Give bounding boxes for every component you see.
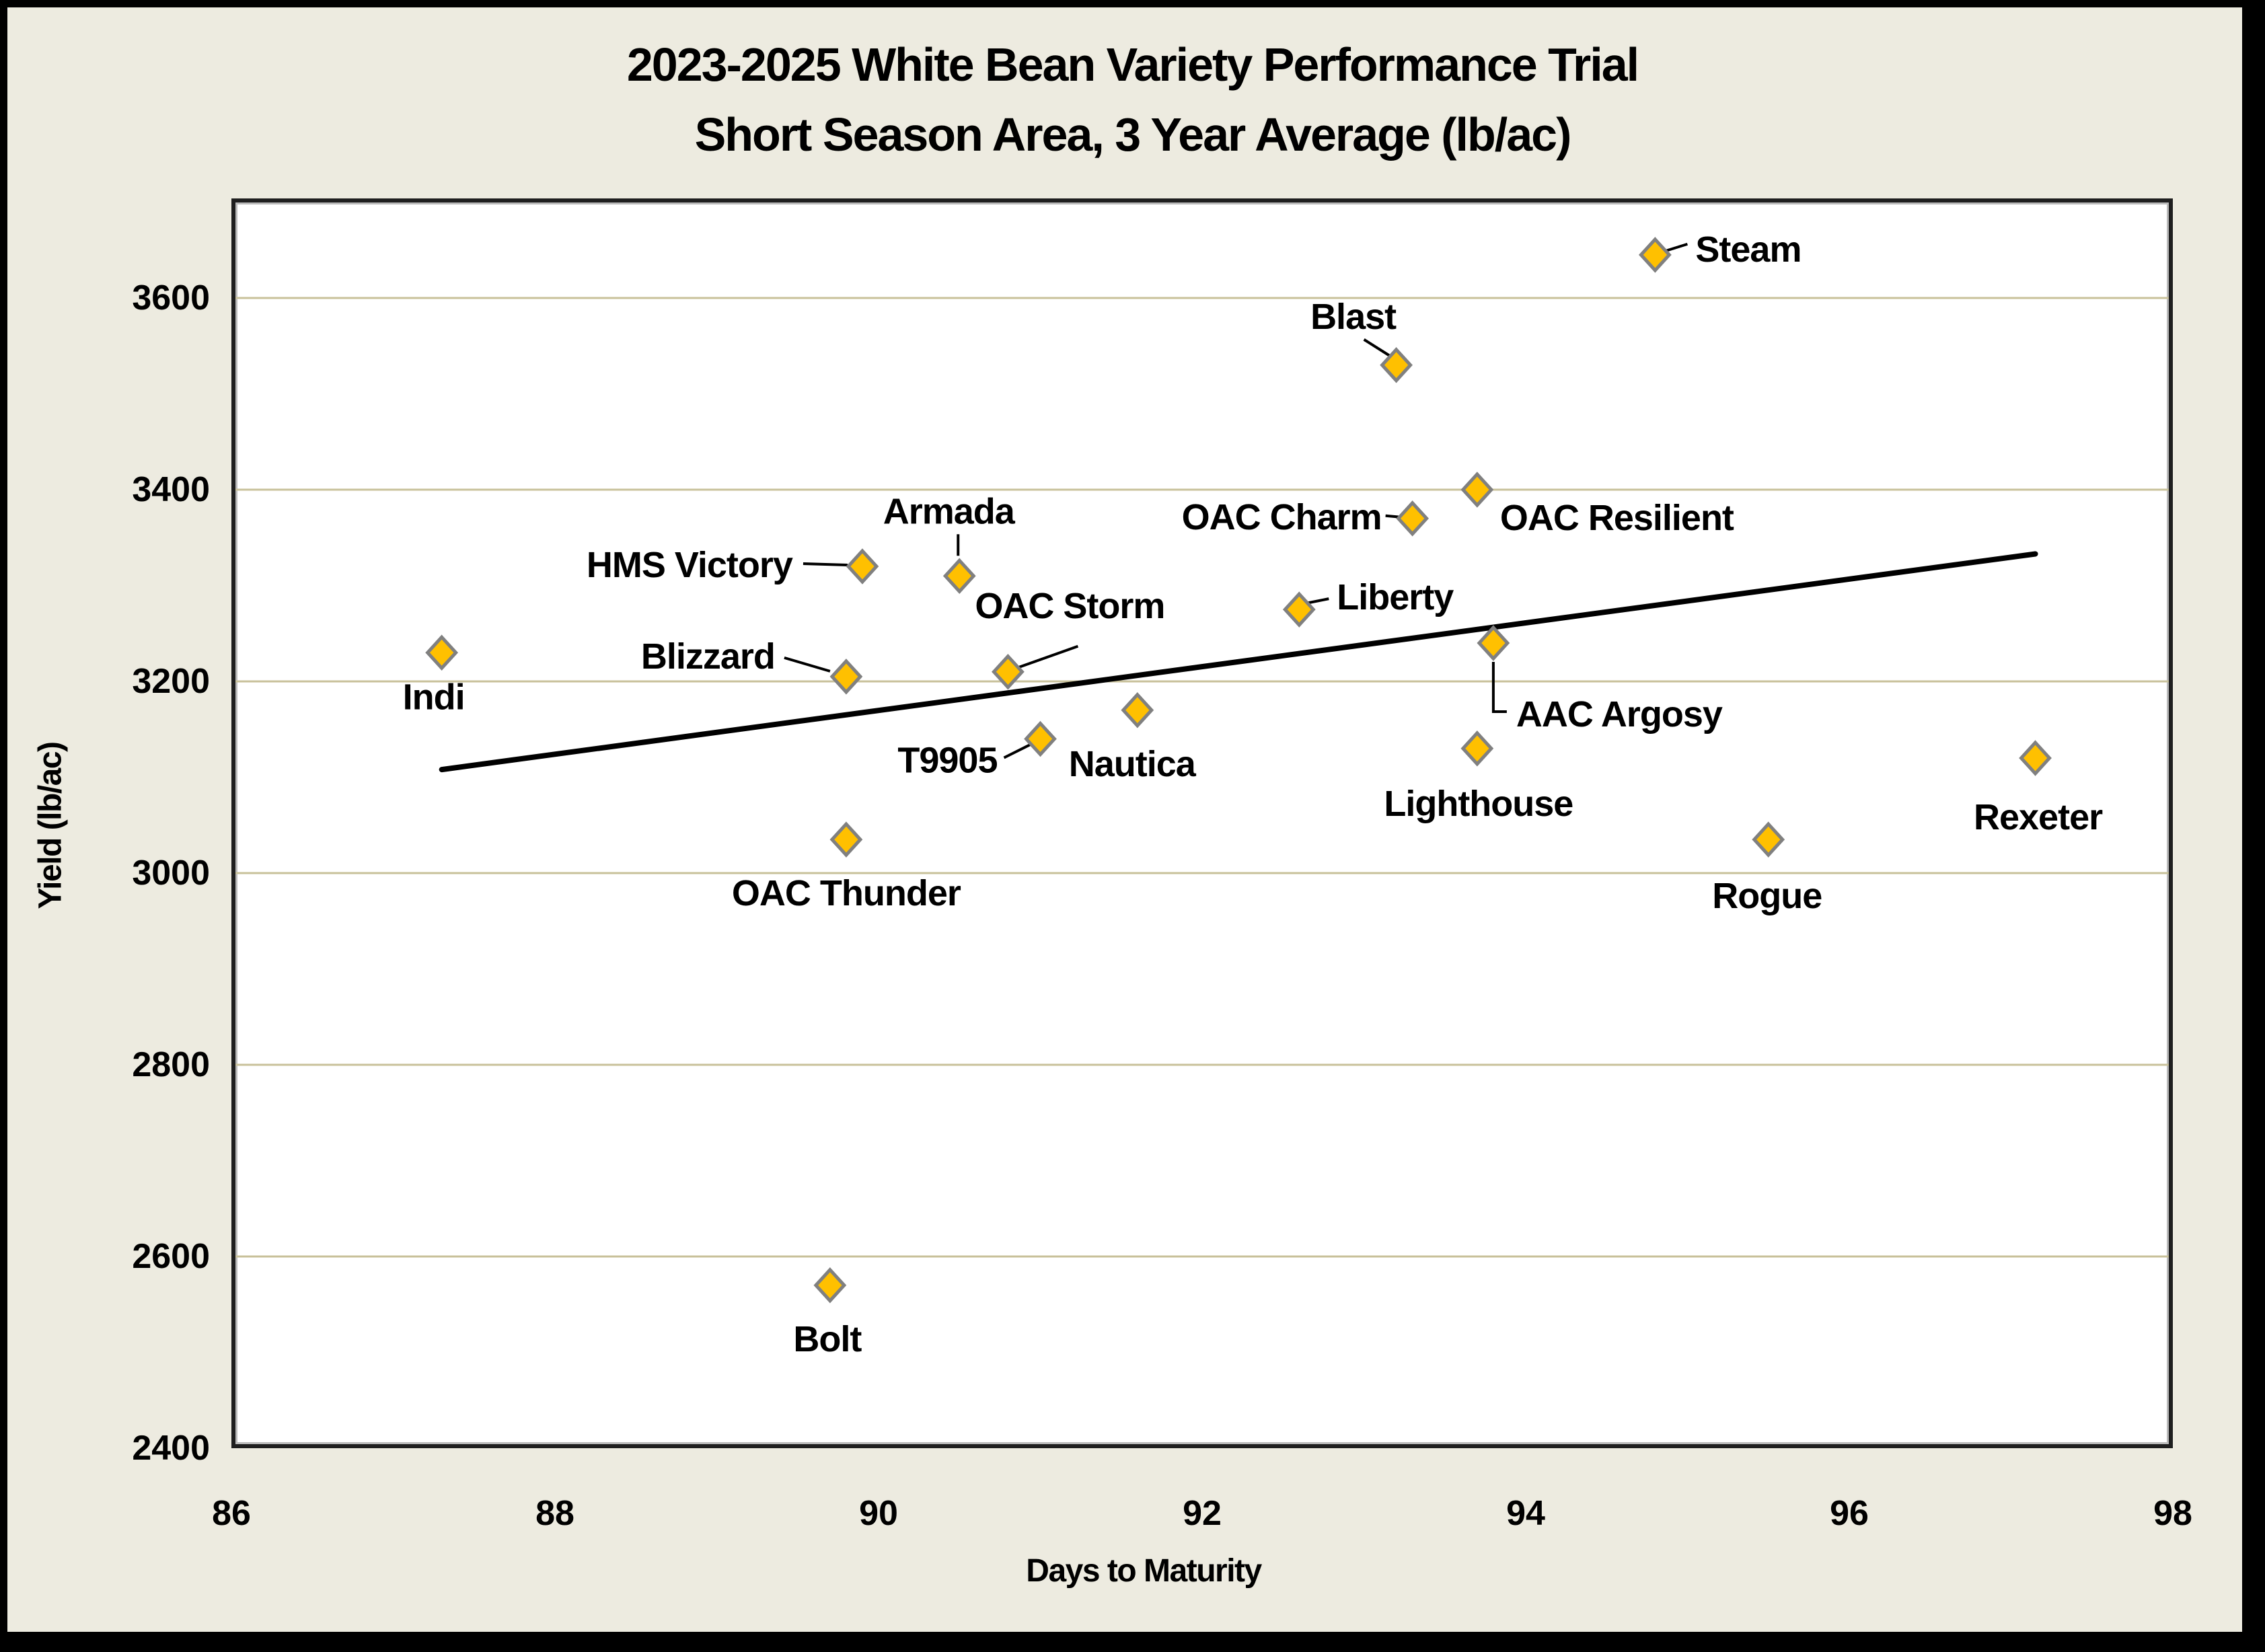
data-point-marker-lighthouse bbox=[1460, 730, 1494, 767]
data-point-label-indi: Indi bbox=[403, 677, 465, 717]
data-point-label-blizzard: Blizzard bbox=[641, 636, 775, 677]
data-point-label-bolt: Bolt bbox=[793, 1319, 862, 1359]
y-tick-label-3400: 3400 bbox=[132, 470, 210, 509]
y-tick-label-2800: 2800 bbox=[132, 1045, 210, 1084]
data-point-marker-indi bbox=[425, 634, 459, 671]
data-point-marker-liberty bbox=[1282, 591, 1316, 628]
data-point-label-armada: Armada bbox=[883, 491, 1016, 531]
data-point-label-lighthouse: Lighthouse bbox=[1384, 784, 1573, 824]
data-point-label-oac-storm: OAC Storm bbox=[975, 586, 1164, 626]
data-point-marker-oac-charm bbox=[1396, 500, 1429, 537]
data-point-label-blast: Blast bbox=[1310, 297, 1397, 337]
chart-title: 2023-2025 White Bean Variety Performance… bbox=[0, 30, 2265, 170]
data-point-label-t9905: T9905 bbox=[897, 741, 997, 781]
x-tick-label-92: 92 bbox=[1183, 1494, 1222, 1533]
trendline bbox=[439, 551, 2038, 773]
data-point-label-liberty: Liberty bbox=[1337, 577, 1454, 617]
data-point-marker-steam bbox=[1639, 237, 1672, 273]
leader-line-oac-storm bbox=[1016, 644, 1079, 669]
plot-area bbox=[231, 198, 2173, 1448]
chart-title-line2: Short Season Area, 3 Year Average (lb/ac… bbox=[694, 108, 1572, 161]
data-point-marker-t9905 bbox=[1024, 720, 1057, 757]
y-tick-label-2600: 2600 bbox=[132, 1237, 210, 1276]
leader-line-hms-victory bbox=[803, 562, 848, 566]
leader-line-blizzard bbox=[784, 656, 831, 673]
data-point-marker-bolt bbox=[813, 1267, 847, 1304]
data-point-marker-oac-storm bbox=[992, 654, 1025, 690]
data-point-marker-armada bbox=[942, 558, 976, 594]
data-point-label-hms-victory: HMS Victory bbox=[587, 545, 793, 585]
data-point-marker-nautica bbox=[1121, 692, 1154, 728]
leader-line-steam bbox=[1665, 242, 1688, 252]
y-tick-label-3200: 3200 bbox=[132, 662, 210, 701]
y-tick-label-3600: 3600 bbox=[132, 278, 210, 317]
data-point-label-oac-charm: OAC Charm bbox=[1182, 497, 1382, 537]
leader-line-blast bbox=[1363, 338, 1390, 357]
data-point-marker-hms-victory bbox=[846, 548, 879, 585]
data-point-marker-aac-argosy bbox=[1477, 625, 1510, 661]
x-tick-label-86: 86 bbox=[212, 1494, 251, 1533]
data-point-marker-oac-resilient bbox=[1460, 472, 1494, 508]
leader-line-aac-argosy bbox=[1491, 662, 1507, 713]
data-point-label-aac-argosy: AAC Argosy bbox=[1516, 694, 1723, 735]
data-point-marker-blizzard bbox=[829, 659, 863, 695]
y-tick-label-3000: 3000 bbox=[132, 854, 210, 893]
x-axis-title: Days to Maturity bbox=[1026, 1553, 1262, 1589]
x-tick-label-96: 96 bbox=[1830, 1494, 1869, 1533]
data-point-marker-oac-thunder bbox=[829, 821, 863, 858]
chart-title-line1: 2023-2025 White Bean Variety Performance… bbox=[626, 38, 1639, 91]
data-point-label-rexeter: Rexeter bbox=[1974, 797, 2103, 837]
x-tick-label-94: 94 bbox=[1506, 1494, 1545, 1533]
data-point-marker-rogue bbox=[1752, 821, 1785, 858]
x-tick-label-90: 90 bbox=[859, 1494, 898, 1533]
x-tick-label-88: 88 bbox=[535, 1494, 574, 1533]
leader-line-liberty bbox=[1308, 597, 1329, 605]
data-point-label-steam: Steam bbox=[1695, 229, 1801, 270]
y-tick-label-2400: 2400 bbox=[132, 1429, 210, 1468]
data-point-label-nautica: Nautica bbox=[1069, 744, 1197, 784]
leader-line-t9905 bbox=[1003, 741, 1035, 759]
x-tick-label-98: 98 bbox=[2153, 1494, 2192, 1533]
data-point-marker-blast bbox=[1380, 347, 1413, 383]
data-point-label-oac-resilient: OAC Resilient bbox=[1500, 498, 1734, 538]
data-point-label-oac-thunder: OAC Thunder bbox=[732, 873, 961, 913]
data-point-marker-rexeter bbox=[2019, 740, 2052, 776]
data-point-label-rogue: Rogue bbox=[1712, 876, 1822, 916]
